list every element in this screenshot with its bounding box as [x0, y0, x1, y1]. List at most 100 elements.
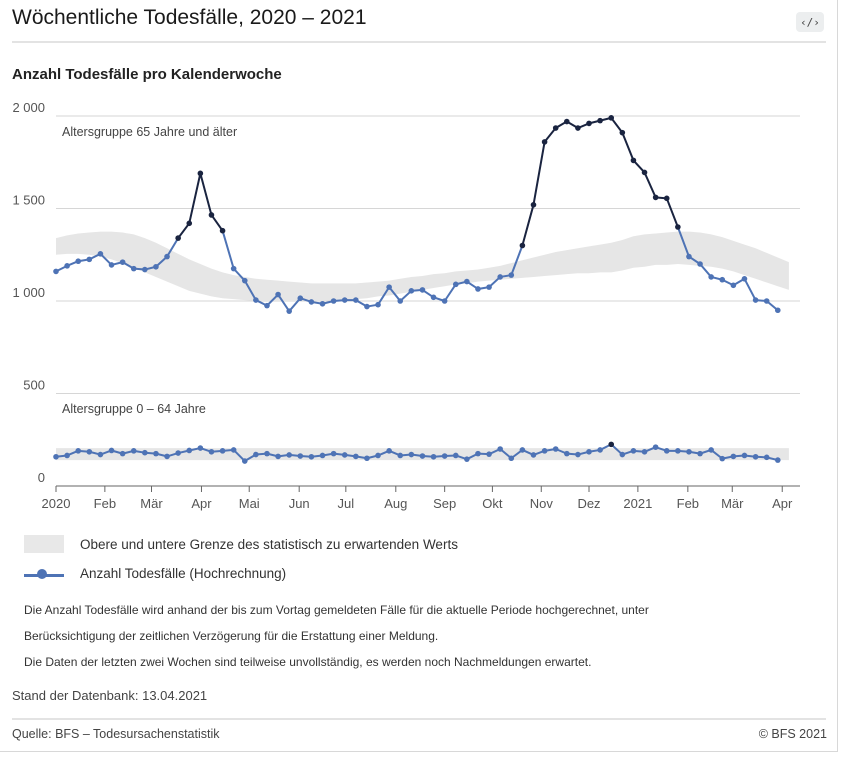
- data-point: [64, 452, 70, 459]
- data-point: [386, 448, 392, 454]
- header-divider: [12, 41, 826, 43]
- data-point: [530, 452, 537, 458]
- series-segment: [699, 263, 713, 278]
- data-point: [452, 452, 459, 459]
- data-point: [408, 288, 415, 294]
- database-date: Stand der Datenbank: 13.04.2021: [12, 688, 208, 703]
- data-point: [663, 448, 670, 454]
- series-segment: [288, 297, 302, 313]
- data-point: [330, 450, 337, 457]
- data-point: [75, 448, 82, 454]
- x-tick-label: Mär: [140, 496, 163, 511]
- data-point: [741, 276, 748, 282]
- data-point: [774, 307, 781, 314]
- series-segment: [377, 286, 391, 306]
- data-point: [541, 139, 548, 145]
- data-point: [752, 297, 759, 303]
- x-tick-label: Apr: [191, 496, 212, 511]
- data-point: [119, 259, 126, 265]
- data-point: [541, 448, 548, 454]
- data-point: [375, 301, 381, 308]
- x-tick-label: Sep: [433, 496, 456, 511]
- data-point: [264, 450, 270, 457]
- x-tick-label: Feb: [94, 496, 116, 511]
- series-points: [53, 115, 781, 464]
- y-tick-label: 1 000: [12, 285, 45, 300]
- data-point: [741, 452, 748, 459]
- data-point: [153, 450, 159, 457]
- data-point: [75, 258, 82, 265]
- data-point: [508, 455, 515, 462]
- data-point: [397, 452, 404, 459]
- data-point: [408, 451, 415, 458]
- series-segment: [532, 140, 546, 206]
- data-point: [464, 456, 470, 462]
- data-point: [752, 453, 759, 460]
- data-point: [530, 202, 537, 208]
- data-point: [486, 284, 492, 290]
- data-point: [652, 194, 659, 201]
- data-point: [108, 262, 115, 268]
- data-point: [241, 277, 248, 284]
- series-segment: [199, 172, 213, 216]
- data-point: [730, 282, 737, 289]
- data-point: [719, 455, 726, 462]
- grid-lines: [56, 115, 800, 394]
- data-point: [186, 220, 193, 227]
- line-chart: 0 500 1 000 1 500 2 000 2020 Feb Mär Apr Mai Jun Ju…: [12, 100, 800, 511]
- data-point: [575, 125, 581, 131]
- data-point: [697, 261, 703, 267]
- data-point: [97, 251, 104, 257]
- data-point: [230, 265, 237, 272]
- data-point: [663, 195, 670, 202]
- data-point: [219, 227, 226, 234]
- data-point: [419, 453, 426, 459]
- page-title: Wöchentliche Todesfälle, 2020 – 2021: [12, 6, 367, 29]
- data-point: [730, 453, 737, 460]
- series-annotation: Altersgruppe 65 Jahre und älter: [62, 125, 237, 139]
- data-point: [519, 447, 526, 453]
- data-point: [230, 447, 237, 453]
- data-point: [475, 450, 481, 457]
- data-point: [697, 450, 703, 457]
- data-point: [53, 453, 59, 460]
- data-point: [430, 294, 437, 301]
- data-point: [186, 447, 193, 454]
- series-segment: [277, 293, 291, 313]
- embed-code-button[interactable]: ‹/›: [796, 12, 824, 32]
- data-point: [508, 272, 515, 278]
- data-point: [608, 441, 615, 448]
- data-point: [86, 256, 93, 263]
- data-point: [130, 265, 137, 272]
- data-point: [686, 253, 692, 260]
- series-segment: [543, 127, 557, 143]
- data-point: [441, 453, 448, 459]
- series-segment: [510, 244, 524, 277]
- data-point: [119, 450, 126, 457]
- data-point: [297, 295, 304, 302]
- data-point: [375, 452, 381, 459]
- data-point: [286, 452, 292, 458]
- note-line-2: Berücksichtigung der zeitlichen Verzöger…: [24, 629, 439, 643]
- note-line-1: Die Anzahl Todesfälle wird anhand der bi…: [24, 603, 649, 617]
- data-point: [219, 448, 226, 454]
- data-point: [197, 170, 204, 177]
- data-point: [452, 281, 459, 288]
- data-point: [286, 308, 292, 314]
- y-tick-label: 0: [38, 470, 45, 485]
- note-line-3: Die Daten der letzten zwei Wochen sind t…: [24, 655, 592, 669]
- series-segment: [521, 203, 535, 247]
- x-tick-label: Aug: [384, 496, 407, 511]
- footer-divider: [12, 718, 826, 720]
- data-point: [330, 298, 337, 304]
- series-annotation: Altersgruppe 0 – 64 Jahre: [62, 402, 206, 416]
- data-point: [353, 453, 359, 460]
- data-point: [630, 157, 637, 164]
- expected-range-band: [56, 231, 789, 301]
- data-point: [564, 450, 570, 457]
- data-point: [675, 448, 681, 454]
- series-segment: [676, 226, 690, 258]
- data-point: [619, 451, 626, 458]
- copyright-label: © BFS 2021: [758, 727, 827, 741]
